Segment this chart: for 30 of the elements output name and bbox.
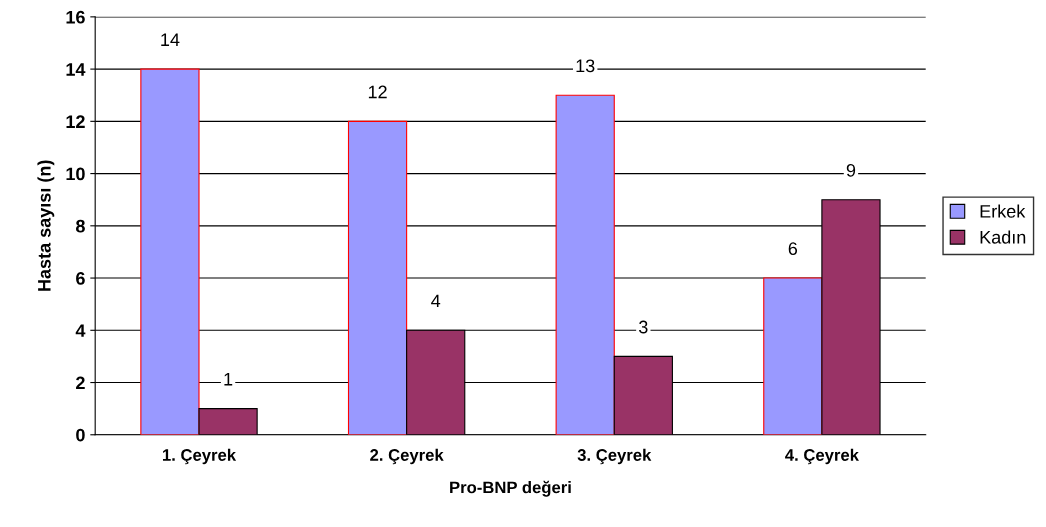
data-label: 1 <box>224 373 233 386</box>
data-label: 3 <box>639 320 648 334</box>
x-axis-title: Pro-BNP değeri <box>450 480 571 497</box>
y-tick-label: 2 <box>76 376 85 390</box>
y-tick-label: 0 <box>76 428 85 442</box>
data-label: 6 <box>788 242 798 256</box>
bar <box>347 120 408 435</box>
y-tick-label: 16 <box>66 10 85 24</box>
data-label: 9 <box>846 163 856 177</box>
data-label: 13 <box>576 59 595 73</box>
x-tick-label: 3. Çeyrek <box>577 448 652 465</box>
bar <box>763 277 823 435</box>
y-tick-label: 4 <box>75 324 86 337</box>
bar <box>140 68 200 435</box>
x-tick-label: 4. Çeyrek <box>785 448 859 465</box>
y-tick-label: 8 <box>76 219 85 233</box>
data-label: 4 <box>431 294 441 308</box>
y-tick-label: 12 <box>66 115 85 128</box>
legend-label: Erkek <box>980 204 1026 218</box>
legend-label: Kadın <box>980 230 1026 244</box>
x-tick-label: 1. Çeyrek <box>162 448 237 465</box>
x-tick-label: 2. Çeyrek <box>370 448 444 465</box>
bar <box>555 94 615 435</box>
y-axis-title: Hasta sayısı (n) <box>37 160 55 291</box>
y-tick-label: 10 <box>66 167 85 181</box>
bar <box>198 408 258 435</box>
data-label: 12 <box>368 85 387 99</box>
y-tick-label: 6 <box>76 271 85 285</box>
y-tick-label: 14 <box>66 63 86 76</box>
data-label: 14 <box>161 33 180 46</box>
